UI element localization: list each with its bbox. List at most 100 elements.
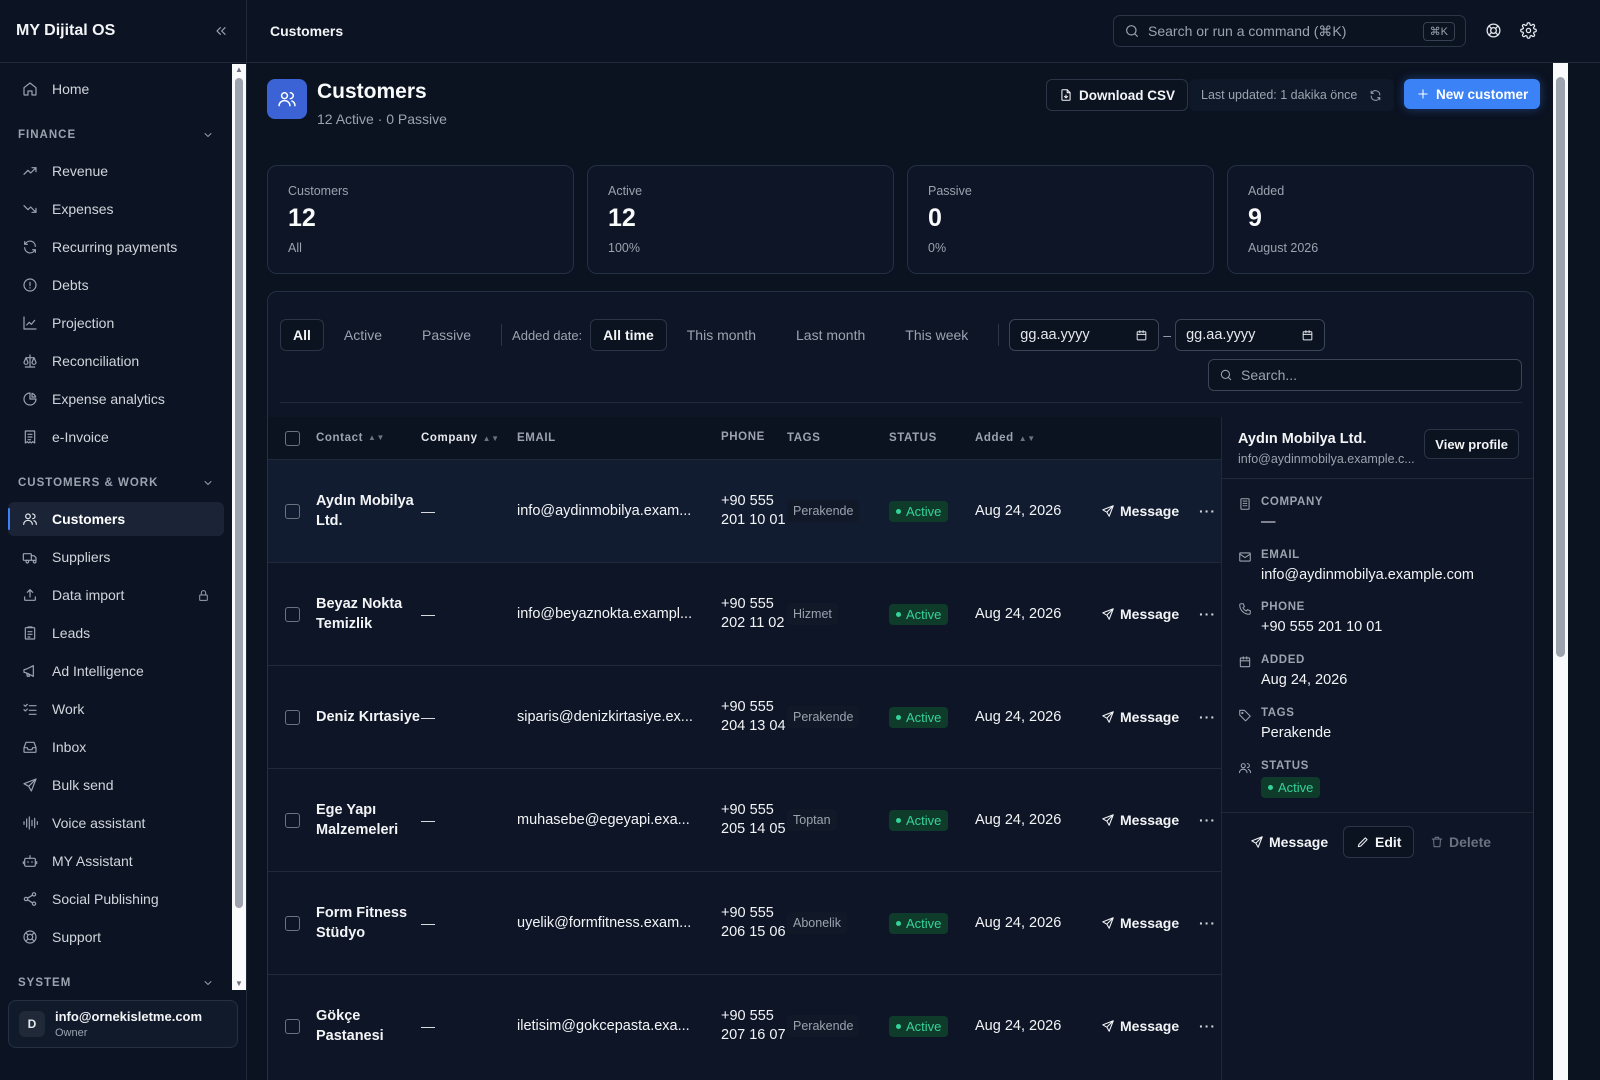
- table-row[interactable]: Ege Yapı Malzemeleri — muhasebe@egeyapi.ex…: [268, 768, 1221, 871]
- sidebar-item-customers[interactable]: Customers: [8, 502, 224, 536]
- detail-value: Aug 24, 2026: [1261, 672, 1348, 688]
- table-row[interactable]: Gökçe Pastanesi — iletisim@gokcepasta.exa.…: [268, 974, 1221, 1077]
- stat-card-passive: Passive 0 0%: [907, 165, 1214, 274]
- table-row[interactable]: Deniz Kırtasiye — siparis@denizkirtasiye.e…: [268, 665, 1221, 768]
- view-profile-button[interactable]: View profile: [1424, 429, 1519, 459]
- sidebar-item-recurring-payments[interactable]: Recurring payments: [8, 230, 224, 264]
- sidebar-scroll-thumb[interactable]: [235, 78, 243, 908]
- new-customer-button[interactable]: New customer: [1404, 79, 1541, 109]
- message-button[interactable]: Message: [1101, 1018, 1199, 1034]
- sidebar-item-label: MY Assistant: [52, 853, 133, 869]
- sidebar-scrollbar[interactable]: ▲ ▼: [232, 64, 246, 990]
- message-button[interactable]: Message: [1101, 503, 1199, 519]
- more-actions-button[interactable]: ···: [1199, 1018, 1216, 1034]
- user-card[interactable]: D info@ornekisletme.com Owner: [8, 1000, 238, 1048]
- scroll-up-icon[interactable]: ▲: [235, 65, 243, 74]
- sidebar-item-voice-assistant[interactable]: Voice assistant: [8, 806, 224, 840]
- filter-last-month[interactable]: Last month: [796, 327, 866, 343]
- cell-contact[interactable]: Gökçe Pastanesi: [316, 1008, 384, 1044]
- sidebar-item-ad-intelligence[interactable]: Ad Intelligence: [8, 654, 224, 688]
- message-button[interactable]: Message: [1101, 915, 1199, 931]
- sidebar-item-leads[interactable]: Leads: [8, 616, 224, 650]
- calendar-icon[interactable]: [1301, 329, 1314, 342]
- table-row[interactable]: Aydın Mobilya Ltd. — info@aydinmobilya.exa…: [268, 459, 1221, 562]
- sidebar-item-e-invoice[interactable]: e-Invoice: [8, 420, 224, 454]
- table-row[interactable]: Beyaz Nokta Temizlik — info@beyaznokta.exa…: [268, 562, 1221, 665]
- filter-all-time[interactable]: All time: [590, 319, 667, 351]
- filter-active[interactable]: Active: [343, 327, 383, 343]
- edit-button[interactable]: Edit: [1343, 826, 1415, 858]
- detail-label: PHONE: [1261, 601, 1305, 613]
- sidebar-item-work[interactable]: Work: [8, 692, 224, 726]
- message-button[interactable]: Message: [1101, 812, 1199, 828]
- sidebar-item-data-import[interactable]: Data import: [8, 578, 224, 612]
- alert-circle-icon: [23, 278, 37, 292]
- refresh-icon[interactable]: [1369, 89, 1382, 102]
- sidebar-item-inbox[interactable]: Inbox: [8, 730, 224, 764]
- sidebar-item-suppliers[interactable]: Suppliers: [8, 540, 224, 574]
- date-from-value: gg.aa.yyyy: [1020, 327, 1090, 343]
- sidebar-item-support[interactable]: Support: [8, 920, 224, 954]
- sidebar-item-debts[interactable]: Debts: [8, 268, 224, 302]
- sidebar-item-home[interactable]: Home: [8, 72, 224, 106]
- more-actions-button[interactable]: ···: [1199, 503, 1216, 519]
- cell-contact[interactable]: Ege Yapı Malzemeleri: [316, 802, 399, 838]
- help-icon[interactable]: [1485, 22, 1502, 39]
- row-checkbox[interactable]: [285, 606, 300, 622]
- sidebar-item-expense-analytics[interactable]: Expense analytics: [8, 382, 224, 416]
- sidebar-item-reconciliation[interactable]: Reconciliation: [8, 344, 224, 378]
- sidebar-item-social-publishing[interactable]: Social Publishing: [8, 882, 224, 916]
- send-icon: [1102, 917, 1114, 929]
- section-system[interactable]: SYSTEM: [8, 968, 224, 998]
- cell-contact[interactable]: Deniz Kırtasiye: [316, 709, 420, 725]
- filter-all[interactable]: All: [280, 319, 324, 351]
- filter-this-week[interactable]: This week: [905, 327, 969, 343]
- calendar-icon[interactable]: [1135, 329, 1148, 342]
- sort-icon: ▲▼: [1018, 433, 1036, 443]
- table-search-input[interactable]: Search...: [1208, 359, 1522, 391]
- collapse-sidebar-icon[interactable]: [212, 22, 230, 40]
- stat-value: 12: [288, 204, 316, 232]
- sidebar-item-bulk-send[interactable]: Bulk send: [8, 768, 224, 802]
- cell-contact[interactable]: Aydın Mobilya Ltd.: [316, 493, 414, 529]
- row-checkbox[interactable]: [285, 503, 300, 519]
- col-company[interactable]: Company ▲▼: [421, 432, 517, 444]
- date-to-input[interactable]: gg.aa.yyyy: [1175, 319, 1326, 351]
- select-all-checkbox[interactable]: [285, 430, 300, 446]
- cell-contact[interactable]: Beyaz Nokta Temizlik: [316, 596, 403, 632]
- sidebar-item-projection[interactable]: Projection: [8, 306, 224, 340]
- delete-button[interactable]: Delete: [1418, 826, 1503, 858]
- detail-value[interactable]: +90 555 201 10 01: [1261, 619, 1383, 635]
- detail-value[interactable]: info@aydinmobilya.example.com: [1261, 567, 1474, 583]
- section-finance[interactable]: FINANCE: [8, 120, 224, 150]
- row-checkbox[interactable]: [285, 812, 300, 828]
- section-customers-work[interactable]: CUSTOMERS & WORK: [8, 468, 224, 498]
- main-scrollbar[interactable]: [1553, 63, 1568, 1080]
- topbar: Customers Search or run a command (⌘K) ⌘…: [247, 0, 1600, 63]
- sidebar-item-revenue[interactable]: Revenue: [8, 154, 224, 188]
- table-row[interactable]: Form Fitness Stüdyo — uyelik@formfitness.e…: [268, 871, 1221, 974]
- more-actions-button[interactable]: ···: [1199, 709, 1216, 725]
- cell-contact[interactable]: Form Fitness Stüdyo: [316, 905, 408, 941]
- filter-passive[interactable]: Passive: [422, 327, 472, 343]
- message-button[interactable]: Message: [1101, 606, 1199, 622]
- col-contact[interactable]: Contact ▲▼: [316, 428, 421, 448]
- sidebar-item-my-assistant[interactable]: MY Assistant: [8, 844, 224, 878]
- message-button[interactable]: Message: [1101, 709, 1199, 725]
- date-from-input[interactable]: gg.aa.yyyy: [1009, 319, 1160, 351]
- row-checkbox[interactable]: [285, 915, 300, 931]
- more-actions-button[interactable]: ···: [1199, 812, 1216, 828]
- detail-message-button[interactable]: Message: [1238, 826, 1340, 858]
- row-checkbox[interactable]: [285, 1018, 300, 1034]
- row-checkbox[interactable]: [285, 709, 300, 725]
- main-scroll-thumb[interactable]: [1556, 77, 1565, 657]
- download-csv-button[interactable]: Download CSV: [1046, 79, 1189, 111]
- more-actions-button[interactable]: ···: [1199, 606, 1216, 622]
- col-added[interactable]: Added ▲▼: [975, 432, 1101, 444]
- command-search-input[interactable]: Search or run a command (⌘K) ⌘K: [1113, 15, 1466, 47]
- more-actions-button[interactable]: ···: [1199, 915, 1216, 931]
- gear-icon[interactable]: [1520, 22, 1537, 39]
- sidebar-item-expenses[interactable]: Expenses: [8, 192, 224, 226]
- scroll-down-icon[interactable]: ▼: [235, 979, 243, 988]
- filter-this-month[interactable]: This month: [686, 327, 756, 343]
